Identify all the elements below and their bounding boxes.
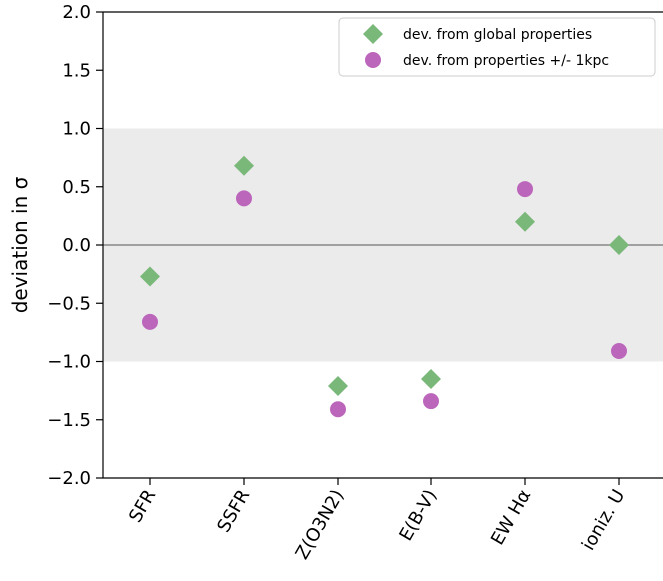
x-tick-label: SSFR	[213, 486, 254, 536]
diamond-marker	[421, 368, 441, 389]
diamond-marker	[234, 155, 254, 176]
x-tick-label: E(B-V)	[395, 486, 441, 545]
y-tick-label: 1.5	[62, 60, 91, 81]
x-tick-label: EW Hα	[487, 486, 535, 549]
circle-marker	[330, 401, 346, 418]
y-tick-label: 1.0	[62, 119, 91, 140]
y-tick-label: 0.5	[62, 177, 91, 198]
y-tick-label: −1.0	[47, 352, 91, 373]
y-tick-label: 2.0	[62, 2, 91, 23]
legend-label-1kpc: dev. from properties +/- 1kpc	[403, 53, 609, 69]
circle-marker	[236, 190, 252, 207]
x-tick-label: SFR	[125, 486, 160, 526]
legend-label-global: dev. from global properties	[403, 27, 592, 43]
legend-diamond-icon	[363, 24, 383, 44]
x-axis-ticks: SFR SSFR Z(O3N2) E(B-V) EW Hα ioniz. U	[125, 478, 629, 563]
diamond-marker	[515, 211, 535, 232]
data-markers	[140, 155, 629, 418]
circle-marker	[611, 343, 627, 360]
y-axis-ticks: −2.0 −1.5 −1.0 −0.5 0.0 0.5 1.0 1.5 2.0	[47, 2, 103, 489]
y-tick-label: −1.5	[47, 410, 91, 431]
x-tick-label: Z(O3N2)	[292, 486, 349, 563]
diamond-marker	[140, 266, 160, 287]
circle-marker	[423, 393, 439, 410]
y-tick-label: −2.0	[47, 468, 91, 489]
circle-marker	[517, 181, 533, 198]
x-tick-label: ioniz. U	[578, 486, 629, 554]
diamond-marker	[609, 235, 629, 255]
diamond-marker	[328, 375, 348, 396]
legend-box	[338, 17, 656, 77]
legend-circle-icon	[365, 52, 381, 68]
circle-marker	[142, 313, 158, 330]
legend: dev. from global properties dev. from pr…	[338, 17, 656, 77]
y-tick-label: −0.5	[47, 293, 91, 314]
y-tick-label: 0.0	[62, 235, 91, 256]
y-axis-label: deviation in σ	[8, 176, 32, 313]
